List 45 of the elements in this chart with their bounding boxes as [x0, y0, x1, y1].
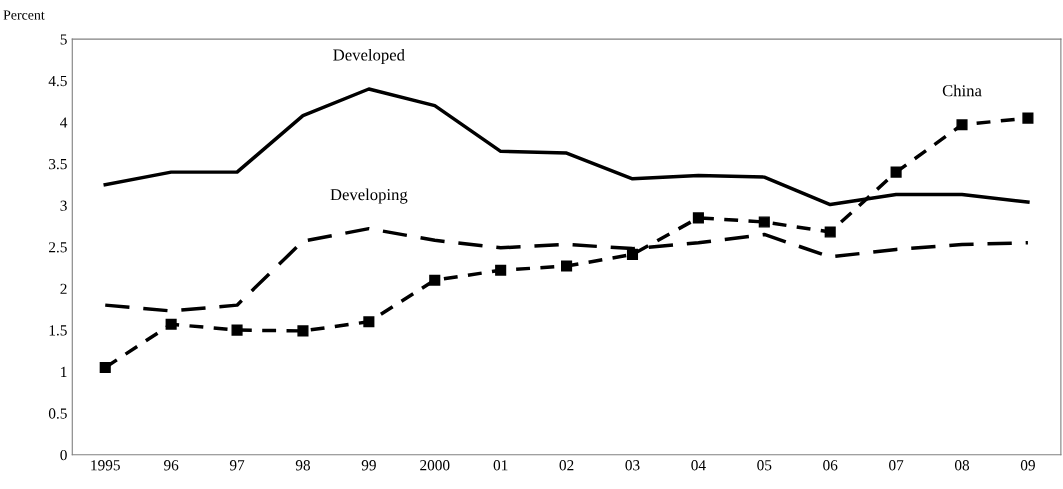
- x-tick-label: 09: [1020, 460, 1035, 471]
- point: [890, 166, 902, 178]
- y-tick-label: 2.5: [49, 242, 67, 253]
- y-tick-label: 0: [60, 449, 67, 461]
- point: [824, 226, 836, 238]
- x-tick-label: 02: [559, 460, 574, 471]
- x-tick-label: 98: [295, 460, 311, 471]
- annotation: Developing: [330, 188, 408, 204]
- y-tick-label: 2: [60, 283, 67, 294]
- x-tick-label: 97: [229, 460, 245, 471]
- y-tick-label: 1.5: [49, 325, 67, 336]
- point: [495, 264, 507, 276]
- y-tick-label: 4: [60, 117, 68, 128]
- y-axis-title: Percent: [3, 10, 45, 20]
- x-tick-label: 2000: [420, 460, 450, 471]
- annotation: China: [942, 84, 982, 97]
- x-tick-label: 07: [889, 460, 904, 471]
- point: [165, 318, 177, 330]
- point: [297, 325, 309, 337]
- x-tick-label: 08: [954, 460, 970, 471]
- y-tick-label: 3: [60, 200, 67, 211]
- y-tick-label: 0.5: [48, 408, 67, 419]
- point: [758, 216, 770, 228]
- point: [692, 212, 704, 224]
- y-tick-label: 1: [61, 366, 67, 377]
- point: [561, 260, 573, 272]
- x-tick-label: 03: [625, 460, 640, 471]
- point: [231, 324, 243, 336]
- x-tick-label: 06: [823, 460, 838, 471]
- point: [363, 316, 375, 328]
- y-tick-label: 3.5: [49, 159, 67, 170]
- y-tick-label: 5: [60, 34, 67, 45]
- x-tick-label: 05: [757, 460, 772, 471]
- point: [626, 248, 639, 260]
- x-tick-label: 01: [493, 460, 508, 471]
- y-tick-label: 4.5: [48, 75, 67, 87]
- x-tick-label: 04: [691, 460, 706, 471]
- point: [99, 361, 111, 374]
- x-tick-label: 1995: [91, 460, 120, 471]
- point: [429, 274, 441, 286]
- point: [1022, 112, 1034, 124]
- x-tick-label: 99: [361, 460, 376, 471]
- x-tick-label: 96: [164, 460, 179, 471]
- annotation: Developed: [333, 48, 405, 64]
- point: [956, 119, 968, 131]
